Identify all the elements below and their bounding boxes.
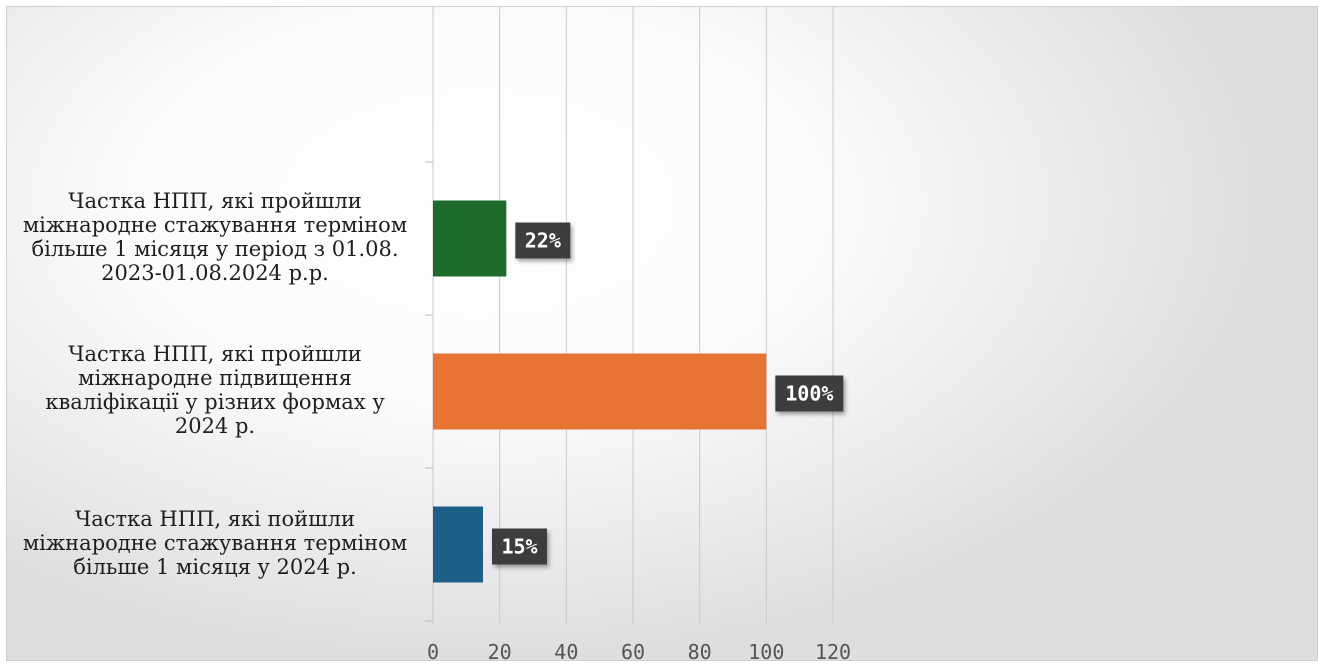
chart-frame: 0 20 40 60 80 100 120 22% 100% 15% Частка НПП, як… (6, 6, 1318, 662)
category-label-line: Частка НПП, які пройшли (68, 188, 362, 213)
data-label-box (775, 375, 844, 412)
bar-chart: 0 20 40 60 80 100 120 22% 100% 15% (425, 7, 851, 662)
category-label-line: більше 1 місяця у період з 01.08. (31, 236, 399, 261)
data-label-box (492, 528, 547, 565)
x-tick-label: 80 (688, 640, 712, 662)
category-label-line: кваліфікації у різних формах у (45, 389, 385, 414)
category-label-line: 2024 р. (174, 413, 256, 438)
data-label: 100% (785, 382, 833, 406)
category-label-line: 2023-01.08.2024 р.р. (101, 260, 329, 285)
category-label-line: Частка НПП, які пойшли (74, 506, 355, 531)
category-label-line: Частка НПП, які пройшли (68, 341, 362, 366)
category-label: Частка НПП, які пройшли міжнародне стажув… (15, 189, 415, 285)
category-label: Частка НПП, які пойшли міжнародне стажува… (15, 507, 415, 579)
bar (433, 353, 767, 430)
data-label: 22% (525, 229, 561, 253)
category-label-line: міжнародне підвищення (78, 365, 352, 390)
category-label-line: міжнародне стажування терміном (22, 530, 408, 555)
bar (433, 506, 483, 583)
x-tick-label: 100 (748, 640, 784, 662)
category-label-line: більше 1 місяця у 2024 р. (73, 554, 357, 579)
data-label-box (515, 222, 571, 259)
category-label-line: міжнародне стажування терміном (22, 212, 408, 237)
bar (433, 200, 507, 277)
x-tick-label: 20 (488, 640, 512, 662)
x-tick-label: 120 (815, 640, 851, 662)
x-tick-label: 60 (621, 640, 645, 662)
x-tick-label: 40 (554, 640, 578, 662)
data-label: 15% (501, 535, 537, 559)
x-tick-label: 0 (427, 640, 439, 662)
category-label: Частка НПП, які пройшли міжнародне підвищ… (15, 342, 415, 438)
